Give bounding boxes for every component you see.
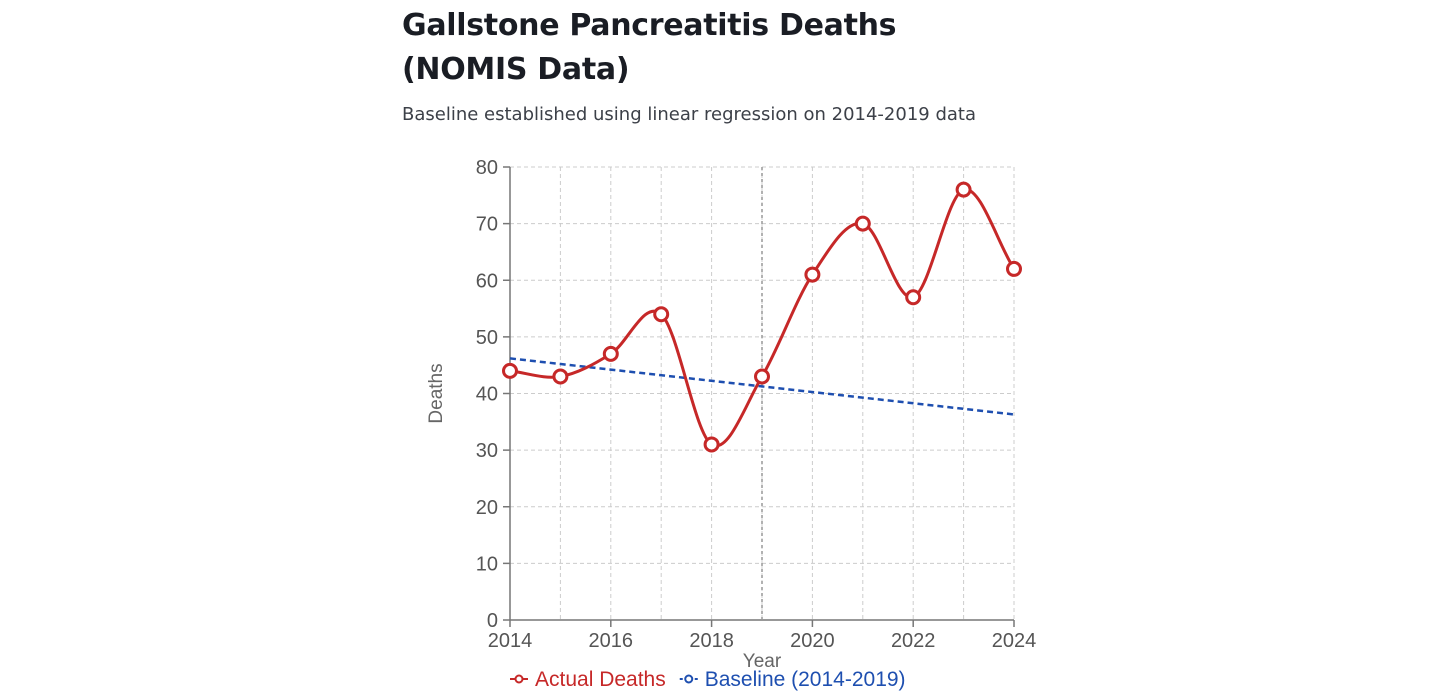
baseline-series-line xyxy=(509,357,1015,416)
actual-deaths-point xyxy=(1006,260,1022,277)
y-tick-label: 80 xyxy=(476,157,498,179)
x-tick-label: 2018 xyxy=(689,630,734,652)
y-tick-label: 20 xyxy=(476,497,498,519)
legend-item-baseline: Baseline (2014-2019) xyxy=(679,668,906,691)
legend-marker-icon xyxy=(514,674,524,684)
y-axis-title: Deaths xyxy=(426,363,447,423)
x-tick-label: 2022 xyxy=(891,630,936,652)
chart-subtitle: Baseline established using linear regres… xyxy=(402,104,976,125)
axes xyxy=(503,166,1015,627)
y-tick-label: 40 xyxy=(476,384,498,406)
legend: Actual Deaths Baseline (2014-2019) xyxy=(510,668,906,691)
legend-marker-icon xyxy=(684,674,694,684)
actual-deaths-point xyxy=(804,266,821,283)
x-axis-title: Year xyxy=(743,651,782,672)
chart-title: Gallstone Pancreatitis Deaths (NOMIS Dat… xyxy=(402,8,897,87)
actual-deaths-point xyxy=(955,181,972,198)
actual-deaths-point xyxy=(552,368,569,385)
y-tick-label: 0 xyxy=(487,610,498,632)
x-tick-label: 2014 xyxy=(488,630,533,652)
actual-deaths-point xyxy=(905,289,922,306)
actual-deaths-point xyxy=(602,345,619,362)
actual-deaths-point xyxy=(854,215,871,232)
legend-item-actual: Actual Deaths xyxy=(510,668,666,691)
x-tick-label: 2020 xyxy=(790,630,835,652)
tick-labels: 0 10 20 30 40 50 60 70 80 2014 2016 2018 2020 2022 202… xyxy=(476,157,1037,652)
y-tick-label: 60 xyxy=(476,270,498,292)
y-tick-label: 30 xyxy=(476,440,498,462)
y-tick-label: 70 xyxy=(476,214,498,236)
actual-deaths-point xyxy=(502,362,518,379)
actual-deaths-point xyxy=(653,306,670,323)
legend-label: Baseline (2014-2019) xyxy=(705,668,906,691)
actual-deaths-point xyxy=(754,368,770,385)
actual-deaths-point xyxy=(703,436,720,453)
series-layer xyxy=(502,181,1022,453)
x-tick-label: 2024 xyxy=(992,630,1037,652)
y-tick-label: 50 xyxy=(476,327,498,349)
x-tick-label: 2016 xyxy=(589,630,634,652)
y-tick-label: 10 xyxy=(476,553,498,575)
legend-label: Actual Deaths xyxy=(535,668,666,691)
